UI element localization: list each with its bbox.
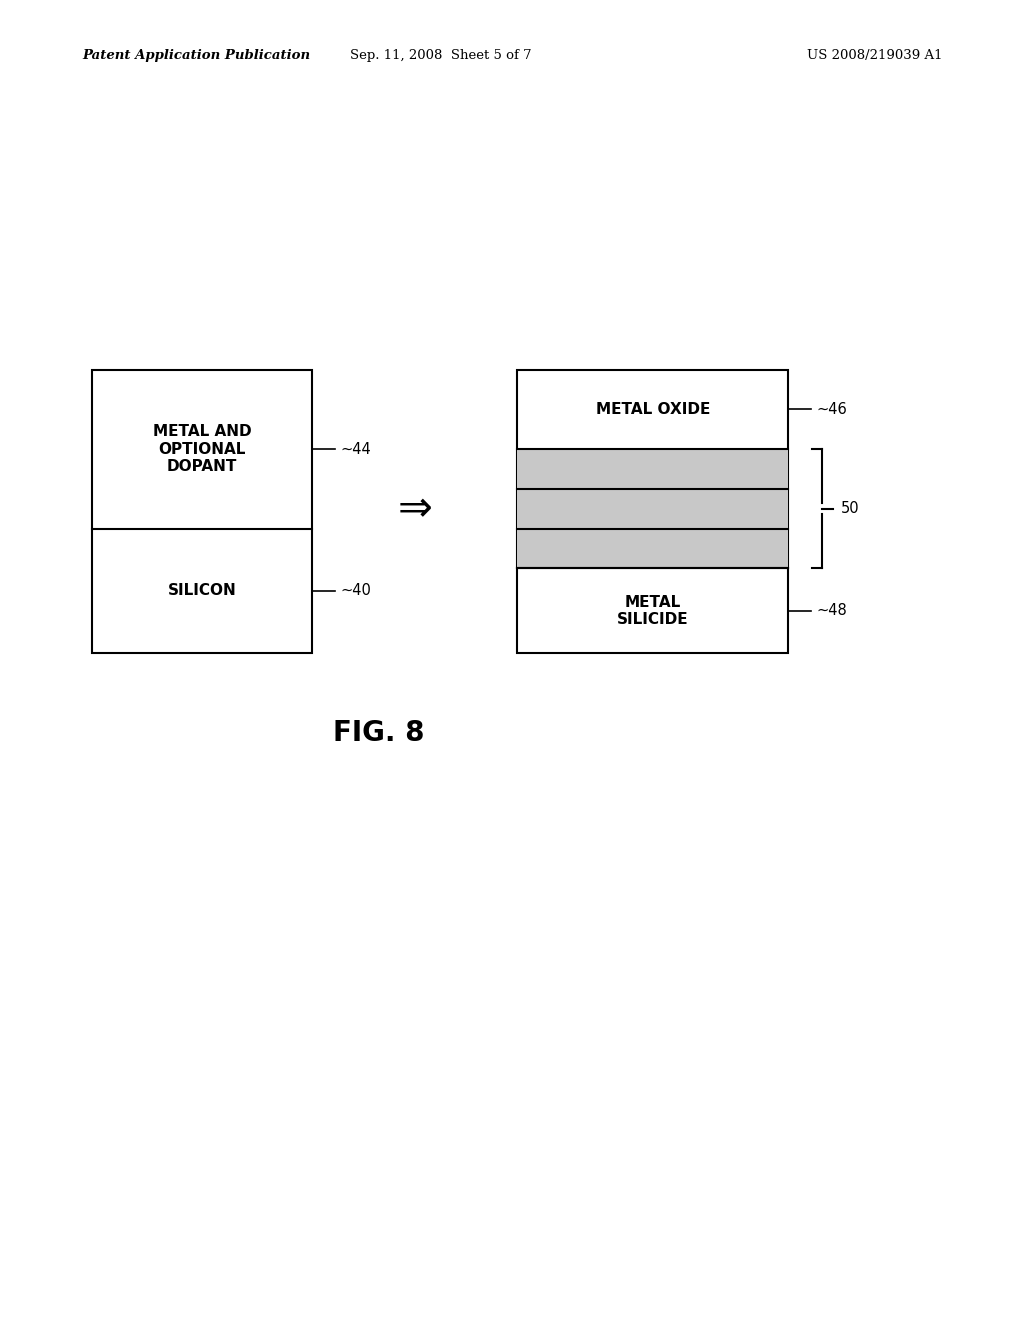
- Text: METAL AND
OPTIONAL
DOPANT: METAL AND OPTIONAL DOPANT: [153, 424, 252, 474]
- Bar: [517, 528, 788, 568]
- Text: FIG. 8: FIG. 8: [333, 718, 425, 747]
- Text: Patent Application Publication: Patent Application Publication: [82, 49, 310, 62]
- Bar: [517, 449, 788, 488]
- Text: METAL OXIDE: METAL OXIDE: [596, 401, 710, 417]
- Text: METAL
SILICIDE: METAL SILICIDE: [617, 594, 688, 627]
- Text: 50: 50: [841, 502, 859, 516]
- Text: ∼44: ∼44: [340, 442, 371, 457]
- Text: ⇒: ⇒: [397, 488, 432, 531]
- Bar: [517, 488, 788, 528]
- Text: SILICON: SILICON: [168, 583, 237, 598]
- Text: ∼40: ∼40: [340, 583, 371, 598]
- Text: Sep. 11, 2008  Sheet 5 of 7: Sep. 11, 2008 Sheet 5 of 7: [349, 49, 531, 62]
- Text: US 2008/219039 A1: US 2008/219039 A1: [807, 49, 942, 62]
- Text: ∼46: ∼46: [816, 401, 847, 417]
- Text: ∼48: ∼48: [816, 603, 847, 618]
- Bar: [92, 370, 312, 653]
- Bar: [517, 370, 788, 653]
